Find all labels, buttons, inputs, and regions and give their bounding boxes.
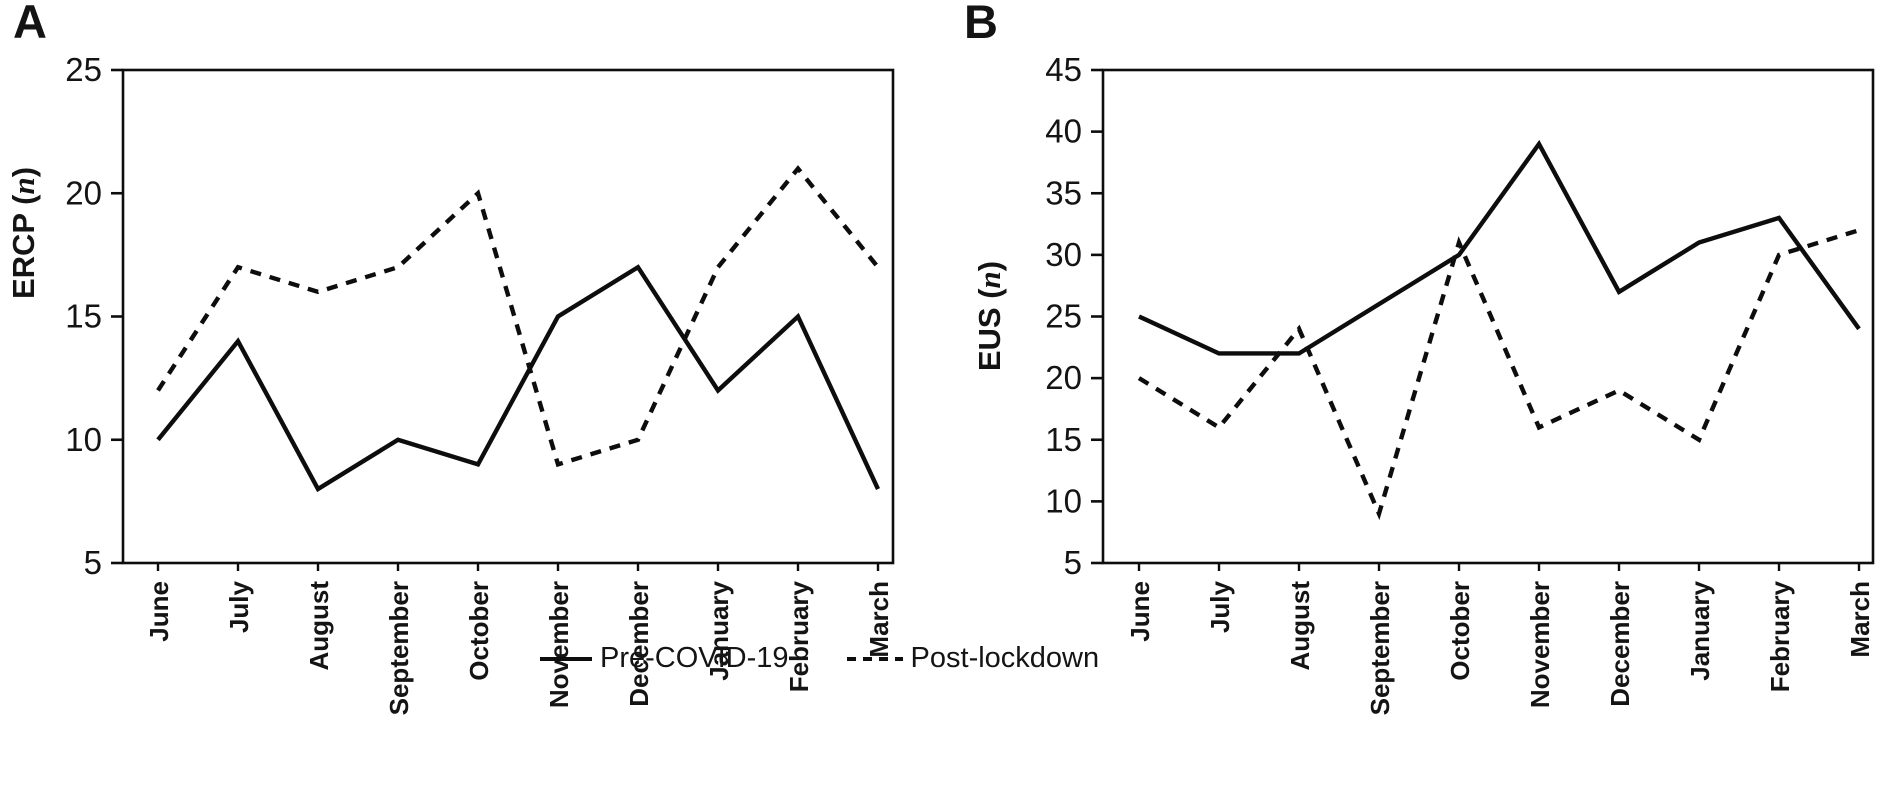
- y-tick-label: 40: [1045, 113, 1082, 150]
- x-tick-label: December: [624, 581, 654, 707]
- legend-item-post-lockdown: Post-lockdown: [846, 642, 1100, 675]
- x-tick-label: December: [1605, 581, 1635, 707]
- y-tick-label: 5: [84, 544, 102, 581]
- legend-label-pre-covid: Pre-COVID-19: [600, 642, 789, 674]
- plot-frame: [121, 68, 895, 565]
- series-line-post-lockdown: [156, 165, 880, 468]
- y-tick-label: 20: [1045, 359, 1082, 396]
- y-tick-label: 15: [1045, 421, 1082, 458]
- y-tick-label: 30: [1045, 236, 1082, 273]
- series-line-pre-covid-19: [156, 264, 880, 493]
- x-tick-label: July: [224, 580, 254, 633]
- y-tick-label: 20: [65, 174, 102, 211]
- legend-label-post-lockdown: Post-lockdown: [910, 642, 1100, 674]
- x-tick-label: March: [864, 581, 894, 658]
- y-tick-label: 25: [65, 51, 102, 88]
- panel-a: A ERCP (n) 5 10 15 20 25 June July August Septem…: [6, 0, 895, 715]
- x-tick-label: January: [704, 580, 734, 680]
- y-tick-label: 45: [1045, 51, 1082, 88]
- y-tick-label: 35: [1045, 174, 1082, 211]
- legend-item-pre-covid: Pre-COVID-19: [540, 642, 789, 675]
- x-tick-label: June: [144, 581, 174, 642]
- plot-frame: [1101, 68, 1875, 565]
- y-tick-label: 10: [65, 421, 102, 458]
- x-tick-label: November: [544, 581, 574, 708]
- y-tick-label: 5: [1064, 544, 1082, 581]
- x-tick-label: August: [1285, 581, 1315, 671]
- legend: Pre-COVID-19 Post-lockdown: [540, 642, 1099, 675]
- x-tick-label: February: [784, 580, 814, 692]
- series-line-post-lockdown: [1137, 228, 1860, 521]
- panel-b: B EUS (n) 5 10 15 20 25 30 35 40 45 June July Augus…: [945, 0, 1889, 809]
- x-tick-label: September: [384, 581, 414, 715]
- panel-a-letter: A: [13, 0, 47, 48]
- ercp-line-chart: 5 10 15 20 25 June July August September October N…: [65, 51, 895, 715]
- y-tick-label: 25: [1045, 298, 1082, 335]
- x-tick-label: October: [464, 581, 494, 681]
- x-tick-label: October: [1445, 581, 1475, 681]
- x-tick-label: July: [1205, 580, 1235, 633]
- eus-line-chart: 5 10 15 20 25 30 35 40 45 June July August September…: [1045, 51, 1875, 715]
- solid-line-sample-icon: [540, 656, 592, 661]
- panel-b-letter: B: [964, 0, 998, 48]
- x-tick-label: January: [1685, 580, 1715, 680]
- x-tick-label: February: [1765, 580, 1795, 692]
- y-tick-label: 10: [1045, 482, 1082, 519]
- series-line-pre-covid-19: [1138, 139, 1861, 356]
- y-tick-label: 15: [65, 298, 102, 335]
- x-tick-label: June: [1125, 581, 1155, 642]
- x-tick-label: September: [1365, 581, 1395, 715]
- dashed-line-sample-icon: [846, 656, 903, 661]
- x-tick-label: August: [304, 581, 334, 671]
- x-tick-label: March: [1845, 581, 1875, 658]
- x-tick-label: November: [1525, 581, 1555, 708]
